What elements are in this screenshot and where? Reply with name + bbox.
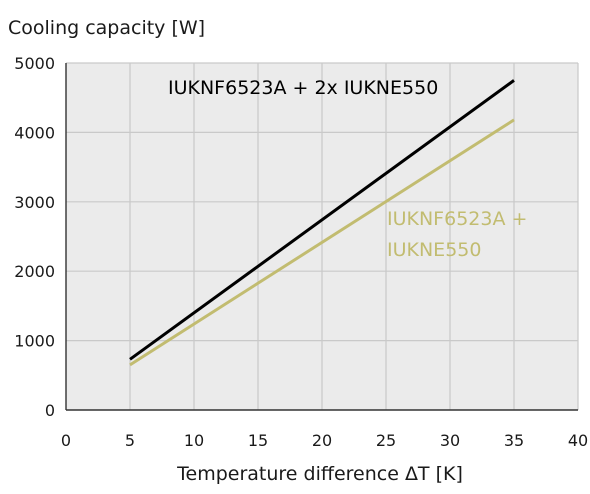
- series-label-1: IUKNF6523A + 2x IUKNE550: [168, 77, 438, 99]
- y-tick-label: 1000: [14, 332, 55, 351]
- series-label-line: IUKNF6523A +: [387, 208, 527, 230]
- x-tick-labels: 0 5 10 15 20 25 30 35 40: [61, 431, 588, 450]
- y-tick-label: 0: [45, 401, 55, 420]
- y-tick-label: 4000: [14, 123, 55, 142]
- y-tick-label: 3000: [14, 193, 55, 212]
- y-tick-label: 2000: [14, 262, 55, 281]
- y-axis-label: Cooling capacity [W]: [8, 17, 205, 39]
- x-tick-label: 40: [568, 431, 588, 450]
- x-axis-label: Temperature difference ΔT [K]: [176, 463, 463, 485]
- series-label-2: IUKNF6523A + IUKNE550: [387, 208, 527, 261]
- y-tick-label: 5000: [14, 54, 55, 73]
- axes: [65, 63, 578, 411]
- x-tick-label: 30: [440, 431, 460, 450]
- x-tick-label: 0: [61, 431, 71, 450]
- series-label-line: IUKNE550: [387, 239, 481, 261]
- x-tick-label: 5: [125, 431, 135, 450]
- x-tick-label: 35: [504, 431, 524, 450]
- x-tick-label: 15: [248, 431, 268, 450]
- gridlines: [66, 62, 579, 410]
- series-line-1: [129, 79, 515, 361]
- y-tick-labels: 0 1000 2000 3000 4000 5000: [14, 54, 55, 420]
- x-tick-label: 20: [312, 431, 332, 450]
- x-tick-label: 10: [184, 431, 204, 450]
- series-line-2: [129, 118, 515, 367]
- series-lines: [129, 79, 515, 367]
- x-tick-label: 25: [376, 431, 396, 450]
